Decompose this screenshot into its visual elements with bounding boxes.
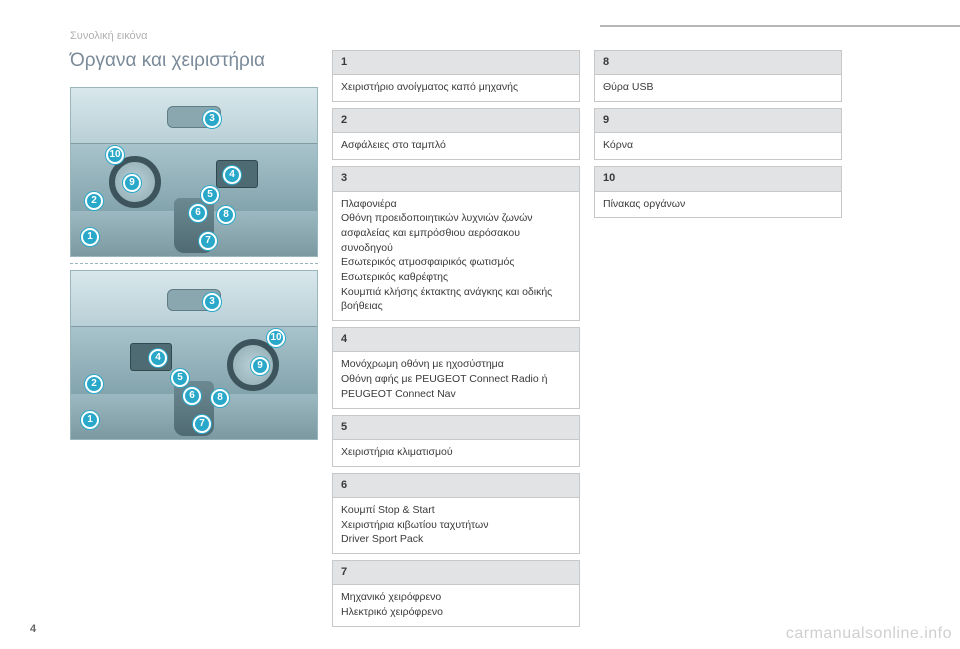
info-box-line: Ηλεκτρικό χειρόφρενο [341,605,571,620]
info-box-number: 10 [595,167,841,191]
info-box-9: 9 Κόρνα [594,108,842,160]
info-box-line: Χειριστήρια κλιματισμού [341,445,571,460]
left-column: Όργανα και χειριστήρια 31094251687 [70,50,318,633]
info-box-body: Κουμπί Stop & StartΧειριστήρια κιβωτίου … [333,498,579,553]
info-box-number: 6 [333,474,579,498]
info-box-body: Πίνακας οργάνων [595,192,841,218]
info-box-number: 2 [333,109,579,133]
callout-marker-2: 2 [85,375,103,393]
info-box-line: Ασφάλειες στο ταμπλό [341,138,571,153]
info-box-1: 1 Χειριστήριο ανοίγματος καπό μηχανής [332,50,580,102]
info-box-3: 3ΠλαφονιέραΟθόνη προειδοποιητικών λυχνιώ… [332,166,580,321]
info-box-number: 7 [333,561,579,585]
info-box-line: Κόρνα [603,138,833,153]
info-box-line: Μονόχρωμη οθόνη με ηχοσύστημα [341,357,571,372]
info-box-body: ΠλαφονιέραΟθόνη προειδοποιητικών λυχνιών… [333,192,579,321]
dash-divider [70,263,318,264]
page: Συνολική εικόνα Όργανα και χειριστήρια 3… [0,0,960,649]
dashboard-right-drive: 3 10 9 4 2 5 1 687 [70,270,318,440]
info-box-body: Μηχανικό χειρόφρενοΗλεκτρικό χειρόφρενο [333,585,579,625]
info-box-body: Θύρα USB [595,75,841,101]
callout-marker-8: 8 [217,206,235,224]
info-box-line: Κουμπιά κλήσης έκτακτης ανάγκης και οδικ… [341,285,571,314]
callout-marker-8: 8 [211,389,229,407]
page-title: Όργανα και χειριστήρια [70,50,318,73]
callout-marker-2: 2 [85,192,103,210]
info-box-line: Πλαφονιέρα [341,197,571,212]
info-box-line: Εσωτερικός ατμοσφαιρικός φωτισμός [341,255,571,270]
callout-marker-10: 10 [267,329,285,347]
info-box-line: Χειριστήριο ανοίγματος καπό μηχανής [341,80,571,95]
page-number: 4 [30,623,36,635]
info-box-8: 8 Θύρα USB [594,50,842,102]
dashboard-figures: 31094251687 31094251687 [70,87,318,440]
callout-marker-5: 5 [171,369,189,387]
callout-marker-3: 3 [203,293,221,311]
callout-marker-6: 6 [183,387,201,405]
info-box-4: 4Μονόχρωμη οθόνη με ηχοσύστημαΟθόνη αφής… [332,327,580,408]
callout-marker-1: 1 [81,228,99,246]
info-box-5: 5 Χειριστήρια κλιματισμού [332,415,580,467]
info-box-line: Driver Sport Pack [341,532,571,547]
info-box-2: 2 Ασφάλειες στο ταμπλό [332,108,580,160]
info-box-6: 6Κουμπί Stop & StartΧειριστήρια κιβωτίου… [332,473,580,554]
info-box-body: Μονόχρωμη οθόνη με ηχοσύστημαΟθόνη αφής … [333,352,579,407]
info-box-body: Χειριστήρια κλιματισμού [333,440,579,466]
callout-marker-7: 7 [193,415,211,433]
info-box-line: Κουμπί Stop & Start [341,503,571,518]
callout-marker-1: 1 [81,411,99,429]
info-box-number: 8 [595,51,841,75]
info-box-line: Πίνακας οργάνων [603,197,833,212]
info-box-line: Οθόνη αφής με PEUGEOT Connect Radio ή PE… [341,372,571,401]
info-box-number: 9 [595,109,841,133]
watermark: carmanualsonline.info [786,625,952,643]
info-box-body: Ασφάλειες στο ταμπλό [333,133,579,159]
info-box-number: 3 [333,167,579,191]
info-box-number: 1 [333,51,579,75]
info-box-line: Οθόνη προειδοποιητικών λυχνιών ζωνών ασφ… [341,211,571,255]
info-box-line: Θύρα USB [603,80,833,95]
info-box-7: 7Μηχανικό χειρόφρενοΗλεκτρικό χειρόφρενο [332,560,580,627]
dashboard-left-drive: 3 10 9 4 2 5 1 687 [70,87,318,257]
breadcrumb: Συνολική εικόνα [70,30,930,42]
callout-marker-10: 10 [106,146,124,164]
mid-column: 1 Χειριστήριο ανοίγματος καπό μηχανής 2 Ασφ… [332,50,580,633]
callout-marker-7: 7 [199,232,217,250]
content-row: Όργανα και χειριστήρια 31094251687 [70,50,930,633]
callout-marker-9: 9 [123,174,141,192]
info-box-line: Μηχανικό χειρόφρενο [341,590,571,605]
callout-marker-6: 6 [189,204,207,222]
info-box-number: 4 [333,328,579,352]
callout-marker-4: 4 [149,349,167,367]
info-box-10: 10 Πίνακας οργάνων [594,166,842,218]
info-box-body: Κόρνα [595,133,841,159]
info-box-body: Χειριστήριο ανοίγματος καπό μηχανής [333,75,579,101]
right-column: 8 Θύρα USB 9 Κόρνα 10 Πίνακας οργάνων [594,50,842,633]
callout-marker-9: 9 [251,357,269,375]
callout-marker-5: 5 [201,186,219,204]
info-box-line: Εσωτερικός καθρέφτης [341,270,571,285]
info-box-number: 5 [333,416,579,440]
callout-marker-3: 3 [203,110,221,128]
info-box-line: Χειριστήρια κιβωτίου ταχυτήτων [341,518,571,533]
callout-marker-4: 4 [223,166,241,184]
